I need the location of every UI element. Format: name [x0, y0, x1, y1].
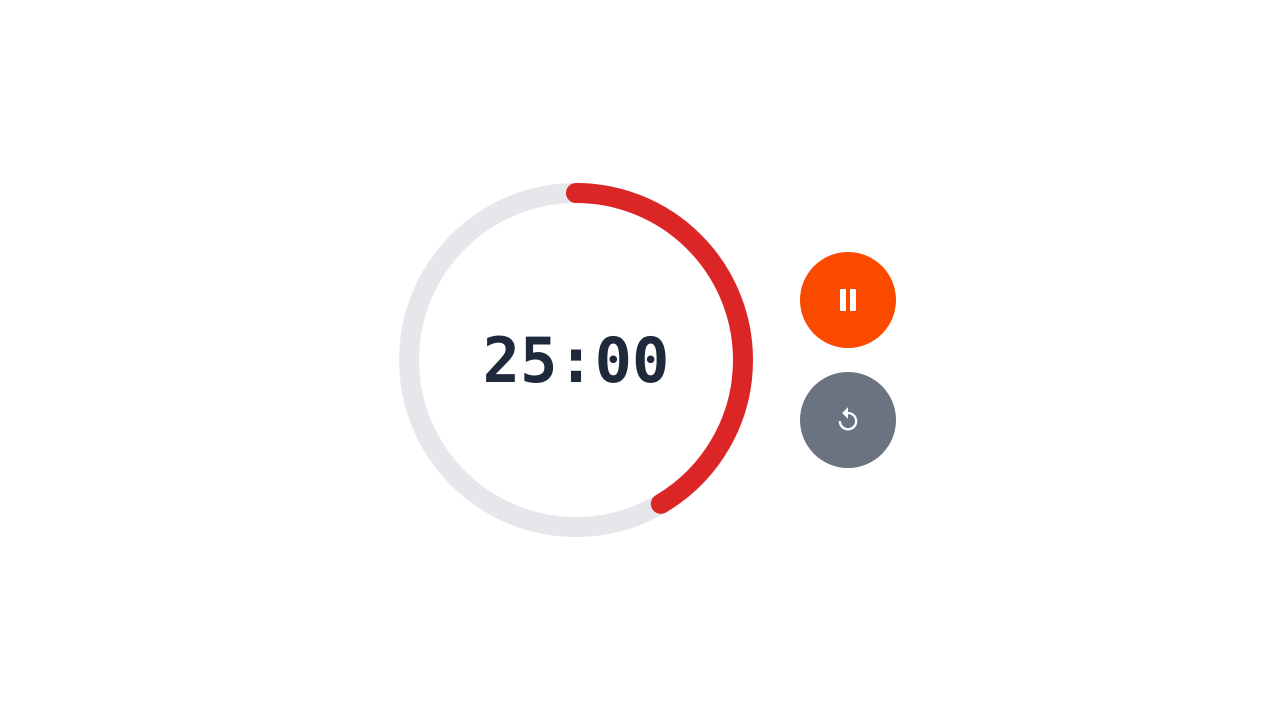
timer-progress-ring — [398, 182, 754, 538]
pause-icon — [840, 289, 856, 311]
reset-button[interactable] — [800, 372, 896, 468]
pause-button[interactable] — [800, 252, 896, 348]
reset-icon — [838, 407, 858, 431]
time-remaining: 25:00 — [482, 323, 670, 397]
progress-arc — [399, 183, 753, 537]
